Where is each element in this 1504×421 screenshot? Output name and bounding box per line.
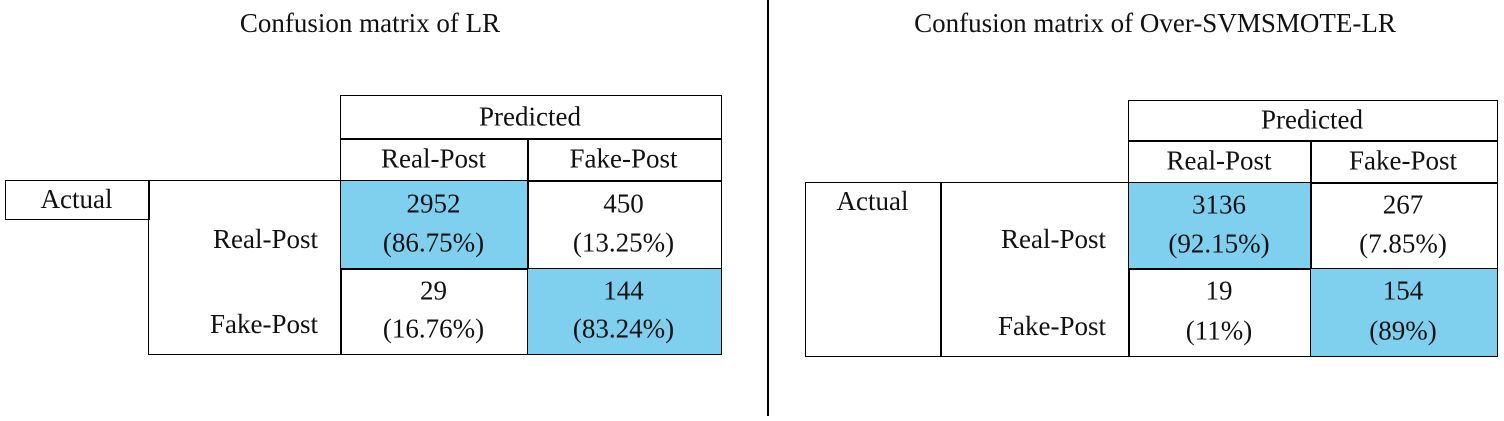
header-cell	[340, 95, 722, 140]
cell-count: 29	[420, 275, 447, 306]
row-header-cell	[805, 182, 942, 357]
column-label: Real-Post	[1166, 145, 1272, 176]
row-label: Fake-Post	[210, 309, 318, 339]
cell-count: 3136	[1192, 189, 1246, 220]
cell-percent: (86.75%)	[382, 227, 485, 258]
row-label: Real-Post	[213, 224, 318, 254]
cell-count: 19	[1205, 275, 1233, 306]
cell-percent: (11%)	[1185, 315, 1253, 346]
cell-percent: (83.24%)	[572, 313, 675, 344]
header-cell	[1128, 100, 1498, 142]
panel-title: Confusion matrix of Over-SVMSMOTE-LR	[914, 8, 1396, 38]
row-header-label: Actual	[836, 186, 909, 216]
cell-count: 267	[1382, 189, 1424, 220]
matrix-cell	[1310, 268, 1498, 357]
panel-title: Confusion matrix of LR	[239, 8, 501, 38]
divider	[767, 0, 769, 416]
column-label: Fake-Post	[569, 143, 678, 174]
cell-percent: (16.76%)	[382, 313, 485, 344]
matrix-cell	[340, 180, 529, 270]
row-label: Fake-Post	[998, 311, 1106, 341]
cell-percent: (13.25%)	[572, 227, 675, 258]
cell-percent: (7.85%)	[1359, 228, 1447, 259]
cell-percent: (89%)	[1369, 315, 1437, 346]
header-label: Predicted	[1261, 104, 1363, 135]
matrix-cell	[1128, 182, 1312, 270]
column-label: Fake-Post	[1349, 145, 1457, 176]
cell-count: 2952	[406, 188, 461, 219]
cell-count: 144	[603, 275, 644, 306]
header-label: Predicted	[479, 101, 581, 131]
cell-percent: (92.15%)	[1168, 228, 1270, 259]
cell-count: 154	[1382, 275, 1424, 306]
cell-count: 450	[603, 188, 644, 219]
matrix-cell	[527, 268, 722, 355]
row-header-label: Actual	[40, 184, 113, 214]
row-label: Real-Post	[1001, 224, 1106, 254]
row-header-cell	[5, 180, 150, 220]
column-label: Real-Post	[381, 143, 486, 174]
column-cell	[1310, 140, 1498, 184]
column-cell	[527, 138, 722, 182]
